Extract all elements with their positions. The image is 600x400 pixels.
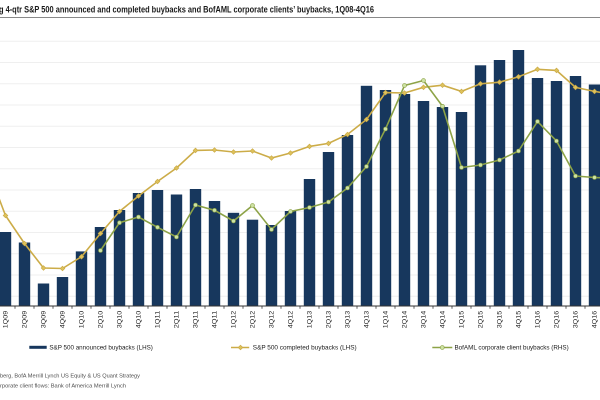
svg-text:1Q10: 1Q10 bbox=[79, 310, 86, 328]
svg-text:3Q09: 3Q09 bbox=[41, 310, 48, 328]
svg-text:2Q16: 2Q16 bbox=[554, 310, 561, 328]
svg-text:3Q10: 3Q10 bbox=[117, 310, 124, 328]
svg-text:S&P 500 announced buybacks (LH: S&P 500 announced buybacks (LHS) bbox=[49, 344, 152, 351]
svg-text:2Q10: 2Q10 bbox=[98, 310, 105, 328]
svg-text:1Q11: 1Q11 bbox=[155, 310, 162, 328]
svg-text:1Q16: 1Q16 bbox=[535, 310, 542, 328]
svg-text:2Q15: 2Q15 bbox=[478, 310, 485, 328]
svg-text:1Q13: 1Q13 bbox=[307, 310, 314, 328]
svg-text:BofAML corporate client buybac: BofAML corporate client buybacks (RHS) bbox=[455, 344, 569, 351]
svg-text:4Q11: 4Q11 bbox=[212, 310, 219, 328]
svg-text:4Q09: 4Q09 bbox=[60, 310, 67, 328]
svg-text:rporate client flows: Bank of: rporate client flows: Bank of America Me… bbox=[0, 384, 126, 390]
svg-text:2Q09: 2Q09 bbox=[22, 310, 29, 328]
svg-text:berg, BofA Merrill Lynch US Eq: berg, BofA Merrill Lynch US Equity & US … bbox=[0, 374, 140, 380]
svg-text:3Q14: 3Q14 bbox=[421, 310, 428, 328]
svg-text:1Q09: 1Q09 bbox=[3, 310, 10, 328]
svg-text:2Q13: 2Q13 bbox=[326, 310, 333, 328]
svg-text:3Q12: 3Q12 bbox=[269, 310, 276, 328]
svg-text:2Q11: 2Q11 bbox=[174, 310, 181, 328]
svg-text:2Q12: 2Q12 bbox=[250, 310, 257, 328]
svg-text:3Q16: 3Q16 bbox=[573, 310, 580, 328]
svg-text:g 4-qtr S&P 500 announced and: g 4-qtr S&P 500 announced and completed … bbox=[0, 4, 374, 14]
svg-text:4Q13: 4Q13 bbox=[364, 310, 371, 328]
svg-text:4Q12: 4Q12 bbox=[288, 310, 295, 328]
svg-text:1Q12: 1Q12 bbox=[231, 310, 238, 328]
svg-text:4Q10: 4Q10 bbox=[136, 310, 143, 328]
svg-text:4Q16: 4Q16 bbox=[592, 310, 599, 328]
svg-text:3Q13: 3Q13 bbox=[345, 310, 352, 328]
svg-text:1Q14: 1Q14 bbox=[383, 310, 390, 328]
svg-text:2Q14: 2Q14 bbox=[402, 310, 409, 328]
svg-text:3Q11: 3Q11 bbox=[193, 310, 200, 328]
svg-text:S&P 500 completed buybacks (LH: S&P 500 completed buybacks (LHS) bbox=[253, 344, 357, 351]
svg-text:3Q15: 3Q15 bbox=[497, 310, 504, 328]
svg-text:4Q15: 4Q15 bbox=[516, 310, 523, 328]
svg-text:4Q14: 4Q14 bbox=[440, 310, 447, 328]
svg-text:1Q15: 1Q15 bbox=[459, 310, 466, 328]
